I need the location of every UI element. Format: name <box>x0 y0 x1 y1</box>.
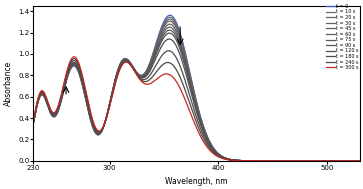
X-axis label: Wavelength, nm: Wavelength, nm <box>165 177 228 186</box>
Y-axis label: Absorbance: Absorbance <box>4 61 12 106</box>
Legend: t = 0, t = 10 s, t = 20 s, t = 30 s, t = 45 s, t = 60 s, t = 75 s, t = 90 s, t =: t = 0, t = 10 s, t = 20 s, t = 30 s, t =… <box>325 3 359 71</box>
